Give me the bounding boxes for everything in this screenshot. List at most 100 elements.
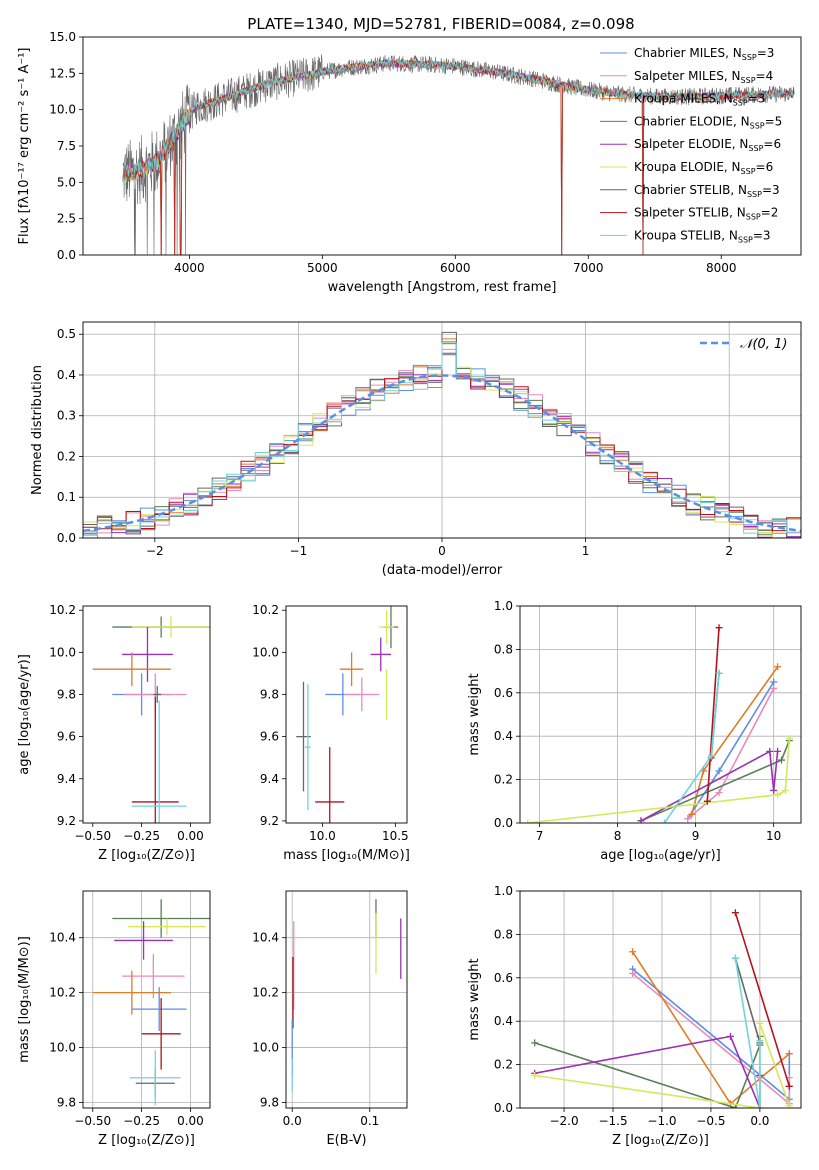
y-tick-label: 0.8	[494, 927, 513, 941]
x-tick-label: −0.50	[74, 829, 111, 843]
legend-entry-chabrier_elodie: Chabrier ELODIE, NSSP=5	[634, 114, 782, 130]
x-axis-label: Z [log₁₀(Z/Z⊙)]	[612, 1133, 709, 1148]
marker-kroupa_stelib	[660, 819, 668, 823]
marker-kroupa_elodie	[524, 819, 532, 823]
plot-area	[83, 331, 801, 538]
plot-area	[291, 899, 402, 1092]
x-tick-label: −1.0	[647, 1114, 676, 1128]
x-tick-label: 2	[725, 544, 733, 558]
legend-entry-kroupa_elodie: Kroupa ELODIE, NSSP=6	[634, 160, 773, 176]
marker-chabrier_miles	[770, 678, 778, 686]
spectrum-model-salpeter_stelib	[122, 59, 795, 255]
marker-salpeter_stelib	[715, 624, 723, 632]
marker-kroupa_elodie	[774, 791, 782, 799]
plot-area	[92, 899, 210, 1106]
axes-frame	[82, 321, 802, 539]
y-axis-label: Flux [fλ10⁻¹⁷ erg cm⁻² s⁻¹ A⁻¹]	[17, 48, 32, 245]
axes-frame	[519, 605, 802, 824]
plot-area	[531, 909, 793, 1108]
axes-frame	[285, 890, 408, 1109]
marker-salpeter_elodie	[766, 747, 774, 755]
y-tick-label: 2.5	[57, 212, 76, 226]
y-tick-label: 9.8	[57, 1096, 76, 1110]
y-tick-label: 10.0	[252, 645, 279, 659]
marker-kroupa_stelib	[731, 954, 739, 962]
legend-entry-gaussian: 𝒩(0, 1)	[740, 337, 787, 352]
legend-entry-salpeter_miles: Salpeter MILES, NSSP=4	[634, 69, 773, 85]
panels: 4000 5000 6000 7000 80000.02.55.07.510.012.5…	[17, 30, 802, 1148]
series-line-salpeter_stelib	[734, 912, 791, 1087]
x-tick-label: −2.0	[549, 1114, 578, 1128]
axes-frame	[82, 36, 802, 256]
marker-kroupa_stelib	[756, 1104, 764, 1108]
y-tick-label: 10.0	[49, 103, 76, 117]
y-tick-label: 10.2	[252, 603, 279, 617]
panel-age_vs_mass: 10.0 10.5 9.2 9.4 9.6 9.8 10.0 10.2 mass [log₁₀(…	[252, 603, 409, 863]
y-tick-label: 1.0	[494, 884, 513, 898]
marker-kroupa_elodie	[756, 1019, 764, 1027]
y-tick-label: 9.4	[57, 772, 76, 786]
marker-kroupa_miles	[688, 810, 696, 818]
y-tick-label: 0.4	[494, 1014, 513, 1028]
x-tick-label: 7000	[573, 261, 604, 275]
y-tick-label: 10.2	[252, 986, 279, 1000]
y-tick-label: 1.0	[494, 599, 513, 613]
x-tick-label: 10.0	[309, 829, 336, 843]
marker-salpeter_miles	[629, 969, 637, 977]
y-tick-label: 10.4	[49, 931, 76, 945]
y-tick-label: 10.2	[49, 986, 76, 1000]
marker-kroupa_miles	[774, 663, 782, 671]
y-tick-label: 9.2	[57, 814, 76, 828]
marker-salpeter_miles	[684, 815, 692, 823]
marker-salpeter_stelib	[785, 1082, 793, 1090]
series-line-salpeter_elodie	[640, 750, 779, 822]
y-tick-label: 0.3	[57, 409, 76, 423]
y-tick-label: 0.4	[57, 368, 76, 382]
panel-mass_vs_ebv: 0.0 0.1 9.8 10.0 10.2 10.4 E(B-V)	[252, 890, 408, 1148]
y-tick-label: 10.4	[252, 931, 279, 945]
y-tick-label: 0.2	[494, 1058, 513, 1072]
x-tick-label: 0.0	[750, 1114, 769, 1128]
marker-kroupa_stelib	[715, 669, 723, 677]
x-axis-label: Z [log₁₀(Z/Z⊙)]	[98, 1133, 195, 1148]
series-line-kroupa_elodie	[527, 738, 791, 823]
y-tick-label: 0.6	[494, 686, 513, 700]
panel-weight_vs_age: 7 8 9 10 0.0 0.2 0.4 0.6 0.8 1.0 age [log₁₀(age/yr…	[467, 599, 802, 863]
x-axis-label: mass [log₁₀(M/M⊙)]	[283, 848, 410, 863]
y-tick-label: 0.0	[494, 816, 513, 830]
marker-salpeter_stelib	[731, 909, 739, 917]
y-tick-label: 0.0	[57, 248, 76, 262]
marker-kroupa_stelib	[756, 1037, 764, 1045]
marker-salpeter_elodie	[770, 786, 778, 794]
figure-title: PLATE=1340, MJD=52781, FIBERID=0084, z=0…	[247, 15, 634, 33]
x-tick-label: 0.00	[177, 1114, 204, 1128]
legend-entry-chabrier_stelib: Chabrier STELIB, NSSP=3	[634, 183, 780, 199]
y-tick-label: 12.5	[49, 66, 76, 80]
y-tick-label: 9.4	[260, 772, 279, 786]
x-tick-label: −1	[290, 544, 308, 558]
x-axis-label: (data-model)/error	[382, 563, 503, 578]
series-line-salpeter_stelib	[706, 627, 720, 802]
axes-frame	[82, 890, 211, 1109]
histogram-salpeter_elodie	[83, 352, 801, 538]
marker-salpeter_miles	[770, 684, 778, 692]
axes-frame	[82, 605, 211, 824]
x-axis-label: Z [log₁₀(Z/Z⊙)]	[98, 848, 195, 863]
panel-mass_vs_Z: −0.50 −0.25 0.00 9.8 10.0 10.2 10.4 Z [log₁₀(Z/…	[17, 890, 211, 1148]
x-tick-label: 7	[536, 829, 544, 843]
y-tick-label: 0.2	[57, 449, 76, 463]
marker-salpeter_elodie	[637, 817, 645, 823]
plot-area	[296, 606, 399, 823]
y-tick-label: 0.4	[494, 729, 513, 743]
legend-entry-chabrier_miles: Chabrier MILES, NSSP=3	[634, 46, 774, 62]
y-tick-label: 0.0	[494, 1101, 513, 1115]
x-tick-label: 8000	[706, 261, 737, 275]
axes-frame	[519, 890, 802, 1109]
y-tick-label: 9.6	[260, 730, 279, 744]
x-axis-label: wavelength [Angstrom, rest frame]	[328, 280, 557, 295]
x-tick-label: 8	[614, 829, 622, 843]
legend-entry-salpeter_stelib: Salpeter STELIB, NSSP=2	[634, 206, 778, 222]
panel-residuals: −2 −1 0 1 2 0.0 0.1 0.2 0.3 0.4 0.5 (data-model)/er…	[30, 321, 802, 578]
y-tick-label: 9.8	[260, 1096, 279, 1110]
x-tick-label: 5000	[307, 261, 338, 275]
